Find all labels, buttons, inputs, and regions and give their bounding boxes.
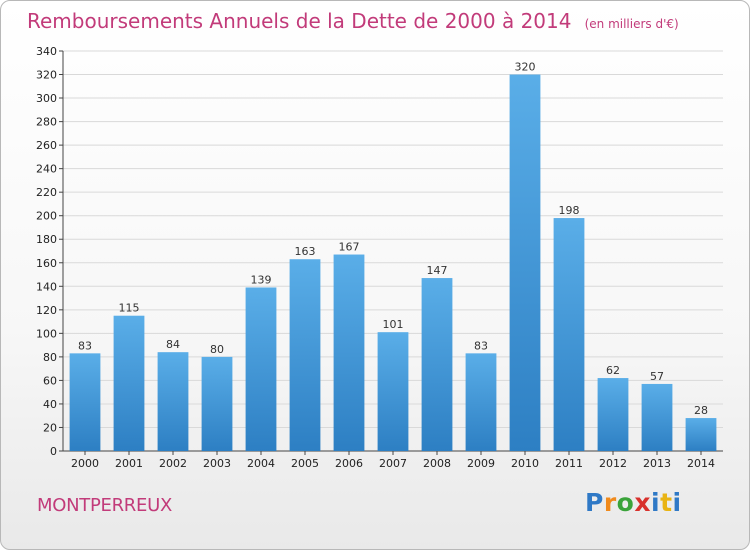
data-label: 101	[383, 318, 404, 331]
bar	[289, 259, 321, 451]
bar	[685, 418, 717, 451]
data-label: 83	[474, 339, 488, 352]
y-tick-label: 140	[36, 280, 57, 293]
y-tick-label: 40	[43, 398, 57, 411]
data-label: 28	[694, 404, 708, 417]
x-tick-label: 2010	[511, 457, 539, 470]
x-tick-label: 2000	[71, 457, 99, 470]
y-tick-label: 160	[36, 257, 57, 270]
y-tick-label: 120	[36, 304, 57, 317]
bar	[245, 287, 277, 451]
chart-title: Remboursements Annuels de la Dette de 20…	[27, 9, 679, 33]
logo-letter: r	[603, 488, 617, 517]
x-tick-label: 2007	[379, 457, 407, 470]
logo-letter: t	[660, 488, 673, 517]
data-label: 198	[559, 204, 580, 217]
x-tick-label: 2001	[115, 457, 143, 470]
y-tick-label: 180	[36, 233, 57, 246]
x-tick-label: 2003	[203, 457, 231, 470]
logo-letter: o	[616, 488, 635, 517]
bars	[69, 74, 717, 451]
y-tick-label: 240	[36, 163, 57, 176]
bar	[641, 383, 673, 451]
logo-letter: P	[585, 488, 604, 517]
logo-letter: i	[651, 488, 661, 517]
bar	[113, 315, 145, 451]
bar	[377, 332, 409, 451]
labels: 0 20 40 60 80 100 120 140 160 180 200 220 240 260 280 3…	[36, 45, 715, 470]
x-tick-label: 2013	[643, 457, 671, 470]
logo-letter: x	[634, 488, 651, 517]
x-tick-label: 2008	[423, 457, 451, 470]
x-tick-label: 2009	[467, 457, 495, 470]
data-label: 84	[166, 338, 180, 351]
x-tick-label: 2004	[247, 457, 275, 470]
bar	[465, 353, 497, 451]
data-label: 139	[251, 273, 272, 286]
y-tick-label: 320	[36, 69, 57, 82]
y-tick-label: 340	[36, 45, 57, 58]
bar	[201, 356, 233, 451]
bar	[333, 254, 365, 451]
data-label: 320	[515, 61, 536, 74]
x-tick-label: 2012	[599, 457, 627, 470]
y-tick-label: 300	[36, 92, 57, 105]
data-label: 163	[295, 245, 316, 258]
data-label: 57	[650, 370, 664, 383]
y-tick-label: 20	[43, 421, 57, 434]
bar	[553, 218, 585, 451]
bar	[597, 378, 629, 451]
bar	[421, 278, 453, 451]
y-tick-label: 200	[36, 210, 57, 223]
logo-letter: i	[672, 488, 682, 517]
bar	[69, 353, 101, 451]
y-tick-label: 0	[50, 445, 57, 458]
proxiti-logo: Proxiti	[585, 488, 682, 517]
y-tick-label: 80	[43, 351, 57, 364]
data-label: 80	[210, 343, 224, 356]
bar	[157, 352, 189, 451]
y-tick-label: 260	[36, 139, 57, 152]
x-tick-label: 2014	[687, 457, 715, 470]
x-tick-label: 2002	[159, 457, 187, 470]
data-label: 115	[119, 302, 140, 315]
bar	[509, 74, 541, 451]
y-tick-label: 220	[36, 186, 57, 199]
x-tick-label: 2006	[335, 457, 363, 470]
chart-unit-note: (en milliers d'€)	[584, 17, 679, 31]
chart-title-text: Remboursements Annuels de la Dette de 20…	[27, 9, 572, 33]
city-name: MONTPERREUX	[37, 495, 172, 516]
y-tick-label: 100	[36, 327, 57, 340]
data-label: 147	[427, 264, 448, 277]
data-label: 167	[339, 241, 360, 254]
data-label: 83	[78, 339, 92, 352]
x-tick-label: 2005	[291, 457, 319, 470]
y-tick-label: 280	[36, 116, 57, 129]
data-label: 62	[606, 364, 620, 377]
y-tick-label: 60	[43, 374, 57, 387]
x-tick-label: 2011	[555, 457, 583, 470]
